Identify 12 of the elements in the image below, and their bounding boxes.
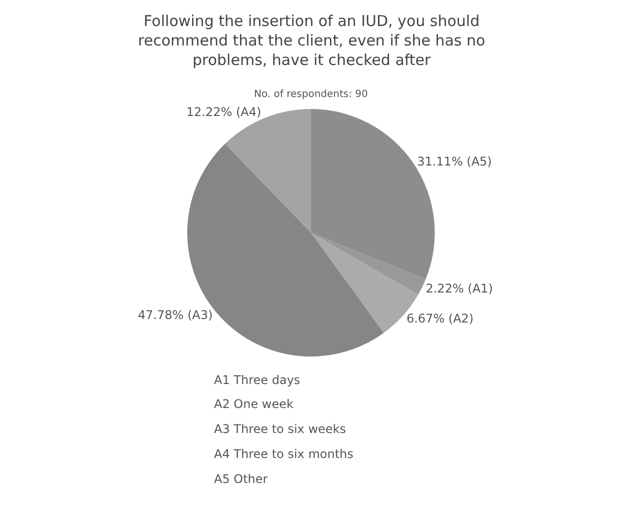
slice-label: 47.78% (A3) bbox=[138, 308, 213, 322]
slice-label: 31.11% (A5) bbox=[417, 154, 492, 168]
text: A1 Three days bbox=[214, 373, 300, 387]
text: A2 One week bbox=[214, 397, 294, 411]
text: A4 Three to six months bbox=[214, 447, 354, 461]
chart-subtitle: No. of respondents: 90 bbox=[254, 89, 368, 100]
chart-title: Following the insertion of an IUD, you should recommend that the client, even if she has no problems, have it checked after bbox=[138, 12, 486, 69]
slice-label: 2.22% (A1) bbox=[426, 281, 493, 296]
text: A3 Three to six weeks bbox=[214, 422, 346, 436]
slice-label: 12.22% (A4) bbox=[186, 104, 262, 119]
text: A5 Other bbox=[214, 472, 268, 486]
slice-label: 6.67% (A2) bbox=[406, 312, 474, 326]
